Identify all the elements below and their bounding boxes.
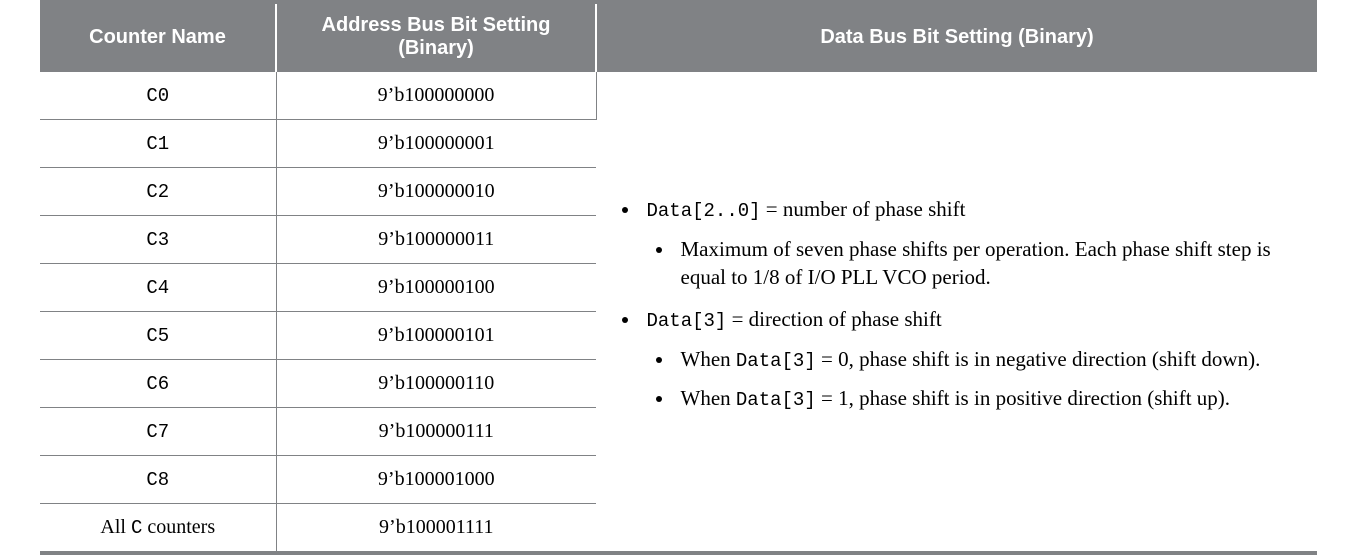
text: counters (142, 516, 215, 538)
address-cell: 9’b100000001 (276, 120, 596, 168)
address-cell: 9’b100001000 (276, 456, 596, 504)
table-row: C0 9’b100000000 Data[2..0] = number of p… (40, 72, 1317, 120)
counter-name: C4 (146, 277, 169, 299)
counter-name-cell: C6 (40, 360, 276, 408)
data-bus-description-cell: Data[2..0] = number of phase shift Maxim… (596, 72, 1317, 553)
counter-name-cell: All C counters (40, 504, 276, 554)
text: Maximum of seven phase shifts per operat… (681, 237, 1271, 289)
address-cell: 9’b100000111 (276, 408, 596, 456)
counter-name: C (131, 517, 142, 539)
counter-name-cell: C8 (40, 456, 276, 504)
address-cell: 9’b100000010 (276, 168, 596, 216)
code-text: Data[3] (647, 310, 727, 332)
counter-name-cell: C5 (40, 312, 276, 360)
text: = 1, phase shift is in positive directio… (816, 386, 1230, 410)
counter-name: C1 (146, 133, 169, 155)
text: When (681, 386, 736, 410)
table-header-row: Counter Name Address Bus Bit Setting (Bi… (40, 2, 1317, 72)
counter-settings-table: Counter Name Address Bus Bit Setting (Bi… (40, 0, 1317, 555)
code-text: Data[3] (736, 350, 816, 372)
counter-name: C6 (146, 373, 169, 395)
address-cell: 9’b100000000 (276, 72, 596, 120)
list-item: Data[3] = direction of phase shift When … (641, 305, 1288, 414)
code-text: Data[3] (736, 389, 816, 411)
address-cell: 9’b100000110 (276, 360, 596, 408)
data-bus-list: Data[2..0] = number of phase shift Maxim… (617, 195, 1288, 414)
counter-name: C7 (146, 421, 169, 443)
text: All (100, 516, 131, 538)
col-header-counter-name: Counter Name (40, 2, 276, 72)
sub-list: Maximum of seven phase shifts per operat… (647, 235, 1288, 292)
counter-name-cell: C0 (40, 72, 276, 120)
text: When (681, 347, 736, 371)
counter-name-cell: C3 (40, 216, 276, 264)
code-text: Data[2..0] (647, 200, 761, 222)
text: = direction of phase shift (726, 307, 941, 331)
address-cell: 9’b100000101 (276, 312, 596, 360)
address-cell: 9’b100001111 (276, 504, 596, 554)
counter-name: C3 (146, 229, 169, 251)
text: = 0, phase shift is in negative directio… (816, 347, 1261, 371)
list-item: When Data[3] = 0, phase shift is in nega… (675, 345, 1288, 375)
col-header-address-bus: Address Bus Bit Setting (Binary) (276, 2, 596, 72)
counter-name-cell: C1 (40, 120, 276, 168)
counter-name-cell: C2 (40, 168, 276, 216)
list-item: Maximum of seven phase shifts per operat… (675, 235, 1288, 292)
counter-name-cell: C7 (40, 408, 276, 456)
counter-name: C5 (146, 325, 169, 347)
counter-name: C2 (146, 181, 169, 203)
text: = number of phase shift (761, 197, 966, 221)
address-cell: 9’b100000100 (276, 264, 596, 312)
col-header-data-bus: Data Bus Bit Setting (Binary) (596, 2, 1317, 72)
sub-list: When Data[3] = 0, phase shift is in nega… (647, 345, 1288, 414)
address-cell: 9’b100000011 (276, 216, 596, 264)
counter-name-cell: C4 (40, 264, 276, 312)
counter-name: C8 (146, 469, 169, 491)
list-item: Data[2..0] = number of phase shift Maxim… (641, 195, 1288, 291)
counter-name: C0 (146, 85, 169, 107)
list-item: When Data[3] = 1, phase shift is in posi… (675, 384, 1288, 414)
